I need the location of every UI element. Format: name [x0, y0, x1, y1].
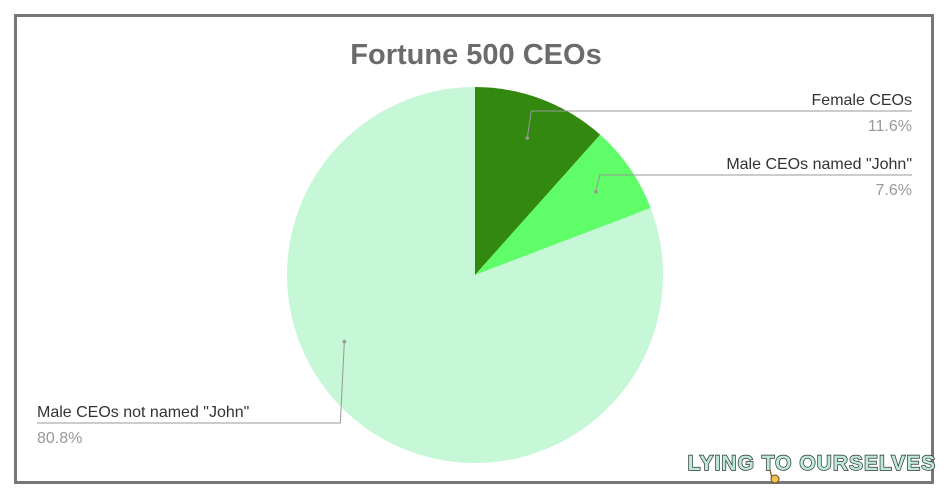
pie-slice-3 — [286, 87, 663, 463]
slice-labels: Female CEOs 11.6% Male CEOs named "John" 7.… — [37, 92, 912, 447]
chart-title: Fortune 500 CEOs — [350, 39, 601, 71]
pie-slices — [286, 87, 663, 463]
leader-dot-2 — [593, 190, 598, 194]
slice-value-label-3: 80.8% — [37, 430, 82, 447]
slice-value-label-2: 7.6% — [876, 182, 912, 199]
pie-slice-1 — [475, 87, 601, 275]
slice-label-3: Male CEOs not named "John" — [37, 404, 249, 421]
leader-dot-3 — [342, 339, 347, 344]
slice-value-label-1: 11.6% — [868, 118, 912, 135]
leader-line-2 — [595, 174, 912, 192]
leader-line-1 — [526, 110, 912, 139]
hand-icon — [769, 469, 780, 484]
watermark-logo: LYING TO OURSELVES — [687, 451, 937, 484]
slice-label-1: Female CEOs — [812, 92, 912, 109]
leader-line-3 — [37, 341, 345, 424]
leader-dot-1 — [525, 136, 530, 140]
slice-label-2: Male CEOs named "John" — [726, 156, 912, 173]
watermark-text: LYING TO OURSELVES — [688, 452, 937, 475]
pie-slice-2 — [475, 134, 651, 275]
